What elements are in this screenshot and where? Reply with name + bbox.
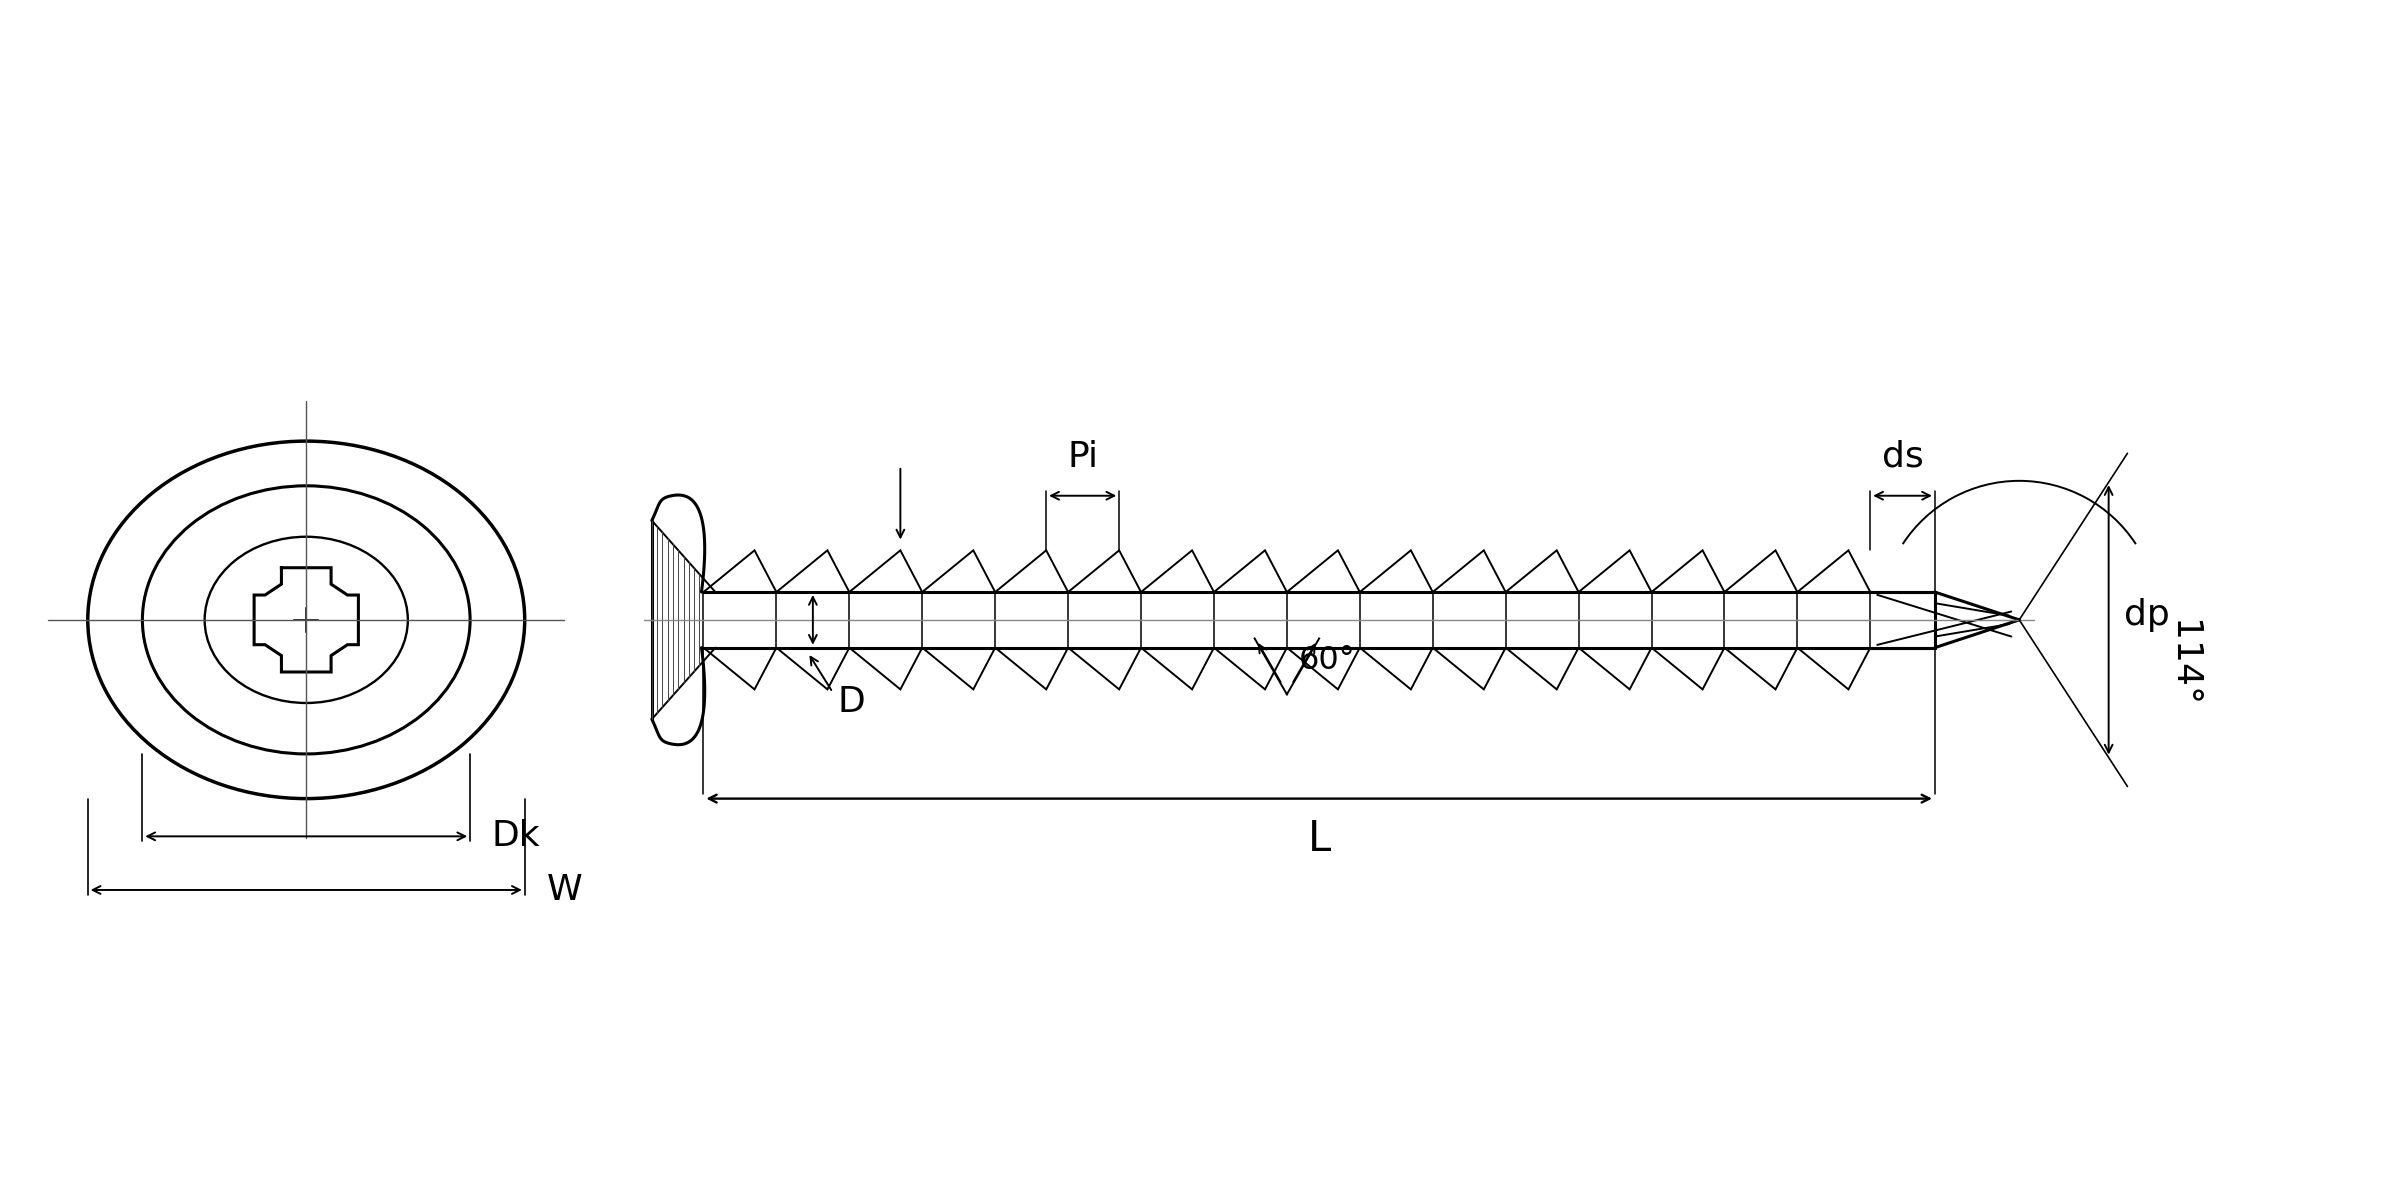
Text: L: L	[1308, 818, 1330, 860]
Text: Dk: Dk	[492, 820, 540, 853]
Text: dp: dp	[2124, 598, 2170, 632]
Text: W: W	[547, 872, 583, 907]
Text: ds: ds	[1882, 440, 1922, 474]
Text: 60°: 60°	[1298, 646, 1356, 677]
Text: D: D	[838, 685, 866, 719]
Text: 114°: 114°	[2167, 620, 2201, 707]
Text: Pi: Pi	[1068, 440, 1099, 474]
